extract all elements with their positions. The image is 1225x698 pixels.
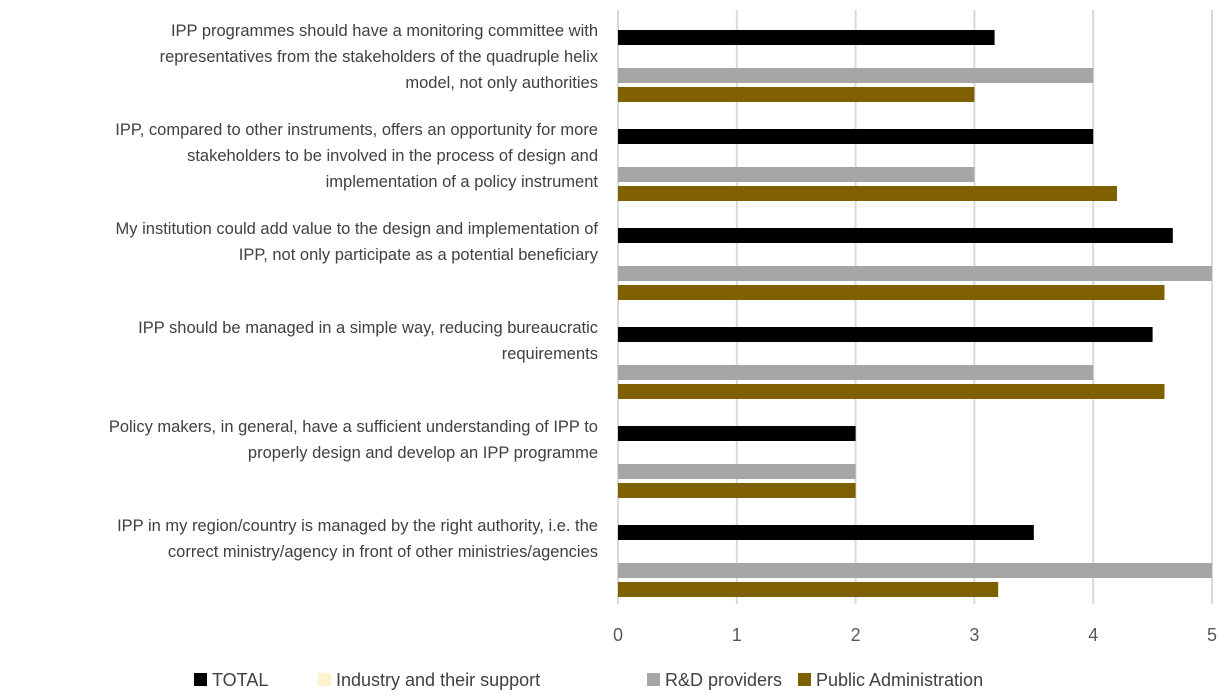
x-tick-label-4: 4 bbox=[1088, 625, 1098, 645]
category-label-line: correct ministry/agency in front of othe… bbox=[168, 543, 598, 561]
bar-r-d-providers-cat-2 bbox=[618, 167, 975, 182]
bar-total-cat-2 bbox=[618, 129, 1094, 144]
category-label-line: IPP should be managed in a simple way, r… bbox=[138, 319, 598, 337]
category-label-line: requirements bbox=[502, 345, 598, 363]
bars bbox=[618, 30, 1212, 597]
bar-r-d-providers-cat-3 bbox=[618, 266, 1212, 281]
grid bbox=[617, 10, 1213, 604]
bar-r-d-providers-cat-1 bbox=[618, 68, 1094, 83]
bar-r-d-providers-cat-6 bbox=[618, 563, 1212, 578]
bar-total-cat-6 bbox=[618, 525, 1034, 540]
bar-public-administration-cat-1 bbox=[618, 87, 975, 102]
legend: TOTAL Industry and their support R&D provi… bbox=[194, 670, 983, 690]
category-label-line: IPP, compared to other instruments, offe… bbox=[115, 121, 598, 139]
category-label-line: IPP, not only participate as a potential… bbox=[239, 246, 599, 264]
category-label-line: properly design and develop an IPP progr… bbox=[248, 444, 598, 462]
category-label-5: Policy makers, in general, have a suffic… bbox=[109, 418, 598, 462]
legend-swatch-4 bbox=[798, 673, 811, 686]
legend-swatch-2 bbox=[318, 673, 331, 686]
category-label-4: IPP should be managed in a simple way, r… bbox=[138, 319, 598, 363]
legend-label-4: Public Administration bbox=[816, 670, 983, 690]
bar-public-administration-cat-5 bbox=[618, 483, 856, 498]
x-tick-label-1: 1 bbox=[732, 625, 742, 645]
bar-public-administration-cat-4 bbox=[618, 384, 1165, 399]
category-label-line: stakeholders to be involved in the proce… bbox=[187, 147, 598, 165]
x-axis-ticks: 0 1 2 3 4 5 bbox=[613, 625, 1217, 645]
x-tick-label-3: 3 bbox=[969, 625, 979, 645]
legend-swatch-1 bbox=[194, 673, 207, 686]
bar-r-d-providers-cat-4 bbox=[618, 365, 1094, 380]
bar-total-cat-3 bbox=[618, 228, 1173, 243]
x-tick-label-5: 5 bbox=[1207, 625, 1217, 645]
bar-public-administration-cat-6 bbox=[618, 582, 999, 597]
category-label-6: IPP in my region/country is managed by t… bbox=[117, 517, 598, 561]
category-label-line: IPP programmes should have a monitoring … bbox=[171, 22, 598, 40]
bar-public-administration-cat-2 bbox=[618, 186, 1117, 201]
legend-label-3: R&D providers bbox=[665, 670, 782, 690]
category-label-line: IPP in my region/country is managed by t… bbox=[117, 517, 598, 535]
legend-label-2: Industry and their support bbox=[336, 670, 540, 690]
legend-swatch-3 bbox=[647, 673, 660, 686]
category-label-line: implementation of a policy instrument bbox=[326, 173, 599, 191]
bar-total-cat-1 bbox=[618, 30, 995, 45]
category-label-1: IPP programmes should have a monitoring … bbox=[160, 22, 599, 92]
x-tick-label-2: 2 bbox=[851, 625, 861, 645]
bar-total-cat-5 bbox=[618, 426, 856, 441]
category-label-2: IPP, compared to other instruments, offe… bbox=[115, 121, 598, 191]
bar-total-cat-4 bbox=[618, 327, 1153, 342]
x-tick-label-0: 0 bbox=[613, 625, 623, 645]
category-label-line: Policy makers, in general, have a suffic… bbox=[109, 418, 598, 436]
bar-r-d-providers-cat-5 bbox=[618, 464, 856, 479]
category-label-line: representatives from the stakeholders of… bbox=[160, 48, 599, 66]
bar-public-administration-cat-3 bbox=[618, 285, 1165, 300]
category-label-line: My institution could add value to the de… bbox=[116, 220, 599, 238]
category-label-line: model, not only authorities bbox=[405, 74, 598, 92]
category-label-3: My institution could add value to the de… bbox=[116, 220, 599, 264]
legend-label-1: TOTAL bbox=[212, 670, 268, 690]
category-labels: IPP programmes should have a monitoring … bbox=[109, 22, 599, 561]
